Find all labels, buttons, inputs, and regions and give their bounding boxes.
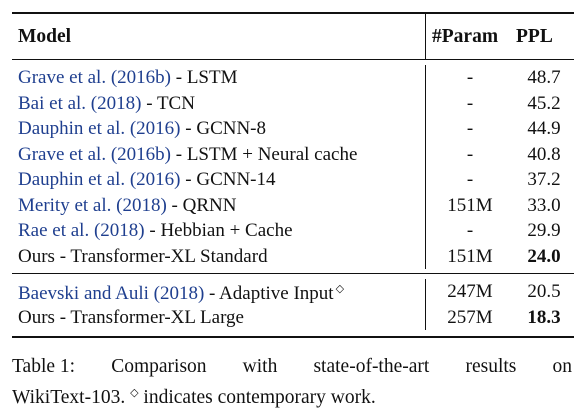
params-cell: 247M <box>447 281 493 303</box>
citation-link[interactable]: Grave et al. (2016b) <box>18 143 171 165</box>
model-cell: Rae et al. (2018) - Hebbian + Cache <box>12 218 425 243</box>
citation-link[interactable]: Merity et al. (2018) <box>18 194 167 216</box>
table-row: Ours - Transformer-XL Standard 151M 24.0 <box>12 243 574 269</box>
model-name: - LSTM <box>171 67 238 89</box>
bottom-rule <box>12 336 574 338</box>
model-name: - GCNN-8 <box>180 118 267 140</box>
model-cell: Bai et al. (2018) - TCN <box>12 91 425 116</box>
ppl-cell: 37.2 <box>527 169 561 191</box>
top-rule <box>12 12 574 14</box>
header-row: Model #Param PPL <box>12 14 574 59</box>
column-divider <box>425 90 426 116</box>
ppl-cell: 40.8 <box>527 143 561 165</box>
table-row: Ours - Transformer-XL Large 257M 18.3 <box>12 304 574 330</box>
table-row: Grave et al. (2016b) - LSTM + Neural cac… <box>12 141 574 167</box>
ppl-cell: 48.7 <box>527 67 561 89</box>
caption-word: with <box>242 356 278 377</box>
column-divider <box>425 116 426 142</box>
caption-word: results <box>465 356 517 377</box>
column-divider <box>425 243 426 269</box>
header-model: Model <box>18 26 72 47</box>
table-caption: Table 1: Comparison with state-of-the-art r… <box>12 354 572 411</box>
ppl-cell: 44.9 <box>527 118 561 140</box>
table-row: Merity et al. (2018) - QRNN 151M 33.0 <box>12 192 574 218</box>
params-cell: - <box>466 118 474 140</box>
caption-text-a: WikiText-103. <box>12 387 131 408</box>
table-row: Rae et al. (2018) - Hebbian + Cache - 29.9 <box>12 218 574 244</box>
column-divider <box>425 167 426 193</box>
header-rule <box>12 59 574 60</box>
model-cell: Grave et al. (2016b) - LSTM + Neural cac… <box>12 142 425 167</box>
caption-line-2: WikiText-103. ◇ indicates contemporary w… <box>12 380 572 411</box>
column-divider <box>425 141 426 167</box>
table-row: Baevski and Auli (2018) - Adaptive Input… <box>12 279 574 305</box>
column-divider <box>425 65 426 91</box>
params-cell: - <box>466 169 474 191</box>
ppl-cell: 29.9 <box>527 220 561 242</box>
params-cell: - <box>466 143 474 165</box>
params-cell: 151M <box>447 245 493 267</box>
model-name: - Hebbian + Cache <box>144 220 293 242</box>
caption-label: Table 1: <box>12 356 76 377</box>
baseline-group: Grave et al. (2016b) - LSTM -48.7 Bai et a… <box>12 60 574 273</box>
citation-link[interactable]: Bai et al. (2018) <box>18 92 142 114</box>
header-params: #Param <box>432 26 499 47</box>
params-cell: - <box>466 220 474 242</box>
caption-text-b: indicates contemporary work. <box>138 387 376 408</box>
column-divider <box>425 218 426 244</box>
model-name: - LSTM + Neural cache <box>171 143 358 165</box>
header-ppl: PPL <box>516 26 553 47</box>
model-cell: Merity et al. (2018) - QRNN <box>12 193 425 218</box>
column-divider <box>425 192 426 218</box>
table-row: Dauphin et al. (2016) - GCNN-8 - 44.9 <box>12 116 574 142</box>
model-name: - TCN <box>141 92 195 114</box>
model-cell: Ours - Transformer-XL Standard <box>12 244 425 269</box>
model-cell: Ours - Transformer-XL Large <box>12 305 425 330</box>
citation-link[interactable]: Dauphin et al. (2016) <box>18 118 181 140</box>
table-row: Dauphin et al. (2016) - GCNN-14 - 37.2 <box>12 167 574 193</box>
model-name: Ours - Transformer-XL Large <box>18 306 244 328</box>
model-cell: Baevski and Auli (2018) - Adaptive Input… <box>12 277 425 306</box>
caption-word: on <box>552 356 573 377</box>
group-rule <box>12 273 574 274</box>
column-divider <box>425 279 426 305</box>
caption-word: Comparison <box>111 356 207 377</box>
results-table: Model #Param PPL Grave et al. (2016b) - … <box>12 12 574 338</box>
model-cell: Dauphin et al. (2016) - GCNN-14 <box>12 167 425 192</box>
citation-link[interactable]: Rae et al. (2018) <box>18 220 145 242</box>
table-row: Grave et al. (2016b) - LSTM - 48.7 <box>12 65 574 91</box>
citation-link[interactable]: Grave et al. (2016b) <box>18 67 171 89</box>
diamond-icon: ◇ <box>335 283 345 296</box>
model-cell: Grave et al. (2016b) - LSTM <box>12 65 425 90</box>
citation-link[interactable]: Dauphin et al. (2016) <box>18 169 181 191</box>
model-name: - QRNN <box>166 194 237 216</box>
model-name: Ours - Transformer-XL Standard <box>18 245 268 267</box>
caption-word: state-of-the-art <box>313 356 430 377</box>
ppl-cell: 45.2 <box>527 92 561 114</box>
ppl-cell: 18.3 <box>527 306 561 328</box>
column-divider <box>425 14 426 59</box>
model-name: - GCNN-14 <box>180 169 276 191</box>
diamond-icon: ◇ <box>130 387 139 399</box>
citation-link[interactable]: Baevski and Auli (2018) <box>18 283 205 305</box>
params-cell: 151M <box>447 194 493 216</box>
ppl-cell: 33.0 <box>527 194 561 216</box>
ppl-cell: 20.5 <box>527 281 561 303</box>
model-name: - Adaptive Input <box>204 283 334 305</box>
params-cell: - <box>466 67 474 89</box>
model-cell: Dauphin et al. (2016) - GCNN-8 <box>12 116 425 141</box>
params-cell: - <box>466 92 474 114</box>
ppl-cell: 24.0 <box>527 245 561 267</box>
column-divider <box>425 304 426 330</box>
table-row: Bai et al. (2018) - TCN - 45.2 <box>12 90 574 116</box>
params-cell: 257M <box>447 306 493 328</box>
large-model-group: Baevski and Auli (2018) - Adaptive Input… <box>12 274 574 336</box>
caption-line-1: Table 1: Comparison with state-of-the-art r… <box>12 354 572 380</box>
